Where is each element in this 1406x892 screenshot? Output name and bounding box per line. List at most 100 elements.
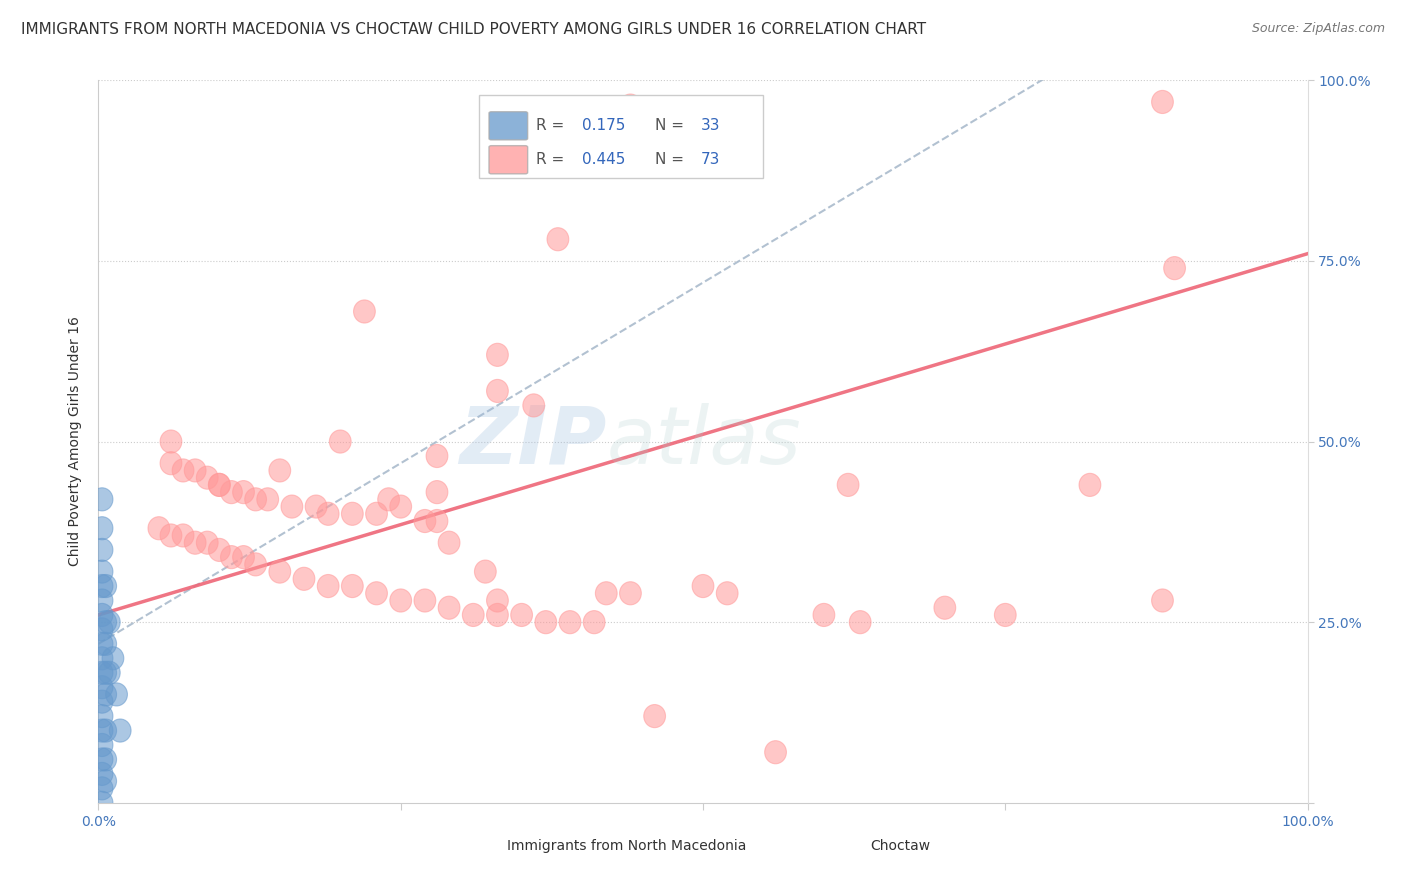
Ellipse shape — [366, 582, 388, 605]
Ellipse shape — [305, 495, 328, 518]
Ellipse shape — [91, 705, 112, 728]
Ellipse shape — [426, 444, 449, 467]
Ellipse shape — [98, 661, 120, 684]
Ellipse shape — [837, 474, 859, 497]
Text: IMMIGRANTS FROM NORTH MACEDONIA VS CHOCTAW CHILD POVERTY AMONG GIRLS UNDER 16 CO: IMMIGRANTS FROM NORTH MACEDONIA VS CHOCT… — [21, 22, 927, 37]
Ellipse shape — [160, 524, 181, 547]
Ellipse shape — [620, 582, 641, 605]
Ellipse shape — [91, 647, 112, 670]
Ellipse shape — [94, 719, 117, 742]
Ellipse shape — [318, 502, 339, 525]
Ellipse shape — [389, 495, 412, 518]
Y-axis label: Child Poverty Among Girls Under 16: Child Poverty Among Girls Under 16 — [69, 317, 83, 566]
Text: atlas: atlas — [606, 402, 801, 481]
Ellipse shape — [91, 763, 112, 786]
FancyBboxPatch shape — [815, 836, 863, 856]
Ellipse shape — [94, 661, 117, 684]
Ellipse shape — [439, 531, 460, 554]
Ellipse shape — [329, 430, 352, 453]
Ellipse shape — [91, 747, 112, 771]
Ellipse shape — [813, 603, 835, 626]
Ellipse shape — [160, 451, 181, 475]
Ellipse shape — [1152, 90, 1174, 113]
Ellipse shape — [91, 560, 112, 583]
Ellipse shape — [91, 516, 112, 540]
Ellipse shape — [221, 546, 242, 569]
Ellipse shape — [245, 488, 267, 511]
Ellipse shape — [353, 300, 375, 323]
Ellipse shape — [486, 379, 509, 402]
Text: 33: 33 — [700, 119, 720, 133]
Ellipse shape — [1152, 589, 1174, 612]
Ellipse shape — [184, 531, 207, 554]
Text: Source: ZipAtlas.com: Source: ZipAtlas.com — [1251, 22, 1385, 36]
Ellipse shape — [197, 467, 218, 489]
Ellipse shape — [160, 430, 181, 453]
Ellipse shape — [91, 690, 112, 714]
Ellipse shape — [91, 488, 112, 511]
Ellipse shape — [281, 495, 302, 518]
Ellipse shape — [197, 531, 218, 554]
Ellipse shape — [91, 719, 112, 742]
Ellipse shape — [269, 458, 291, 482]
Ellipse shape — [208, 474, 231, 497]
Ellipse shape — [426, 481, 449, 504]
Ellipse shape — [172, 524, 194, 547]
Ellipse shape — [366, 502, 388, 525]
Ellipse shape — [716, 582, 738, 605]
Ellipse shape — [534, 611, 557, 633]
Text: Immigrants from North Macedonia: Immigrants from North Macedonia — [508, 839, 747, 853]
Ellipse shape — [91, 539, 112, 561]
Text: N =: N = — [655, 119, 689, 133]
Ellipse shape — [342, 502, 363, 525]
Text: R =: R = — [536, 119, 569, 133]
Text: 73: 73 — [700, 153, 720, 168]
Text: Choctaw: Choctaw — [870, 839, 929, 853]
Ellipse shape — [94, 611, 117, 633]
Ellipse shape — [765, 740, 786, 764]
Ellipse shape — [91, 618, 112, 641]
Ellipse shape — [94, 632, 117, 656]
Ellipse shape — [91, 777, 112, 800]
Ellipse shape — [620, 94, 641, 117]
Ellipse shape — [98, 611, 120, 633]
Text: 0.445: 0.445 — [582, 153, 626, 168]
Ellipse shape — [413, 589, 436, 612]
Ellipse shape — [439, 596, 460, 619]
Ellipse shape — [91, 791, 112, 814]
Ellipse shape — [245, 553, 267, 576]
Ellipse shape — [172, 458, 194, 482]
Ellipse shape — [560, 611, 581, 633]
Ellipse shape — [184, 458, 207, 482]
Ellipse shape — [103, 647, 124, 670]
Ellipse shape — [94, 683, 117, 706]
Ellipse shape — [318, 574, 339, 598]
Ellipse shape — [474, 560, 496, 583]
Ellipse shape — [1078, 474, 1101, 497]
Ellipse shape — [257, 488, 278, 511]
Ellipse shape — [595, 582, 617, 605]
Ellipse shape — [91, 574, 112, 598]
Ellipse shape — [232, 546, 254, 569]
Ellipse shape — [208, 539, 231, 561]
Ellipse shape — [91, 632, 112, 656]
Ellipse shape — [91, 603, 112, 626]
Ellipse shape — [510, 603, 533, 626]
Text: R =: R = — [536, 153, 569, 168]
Ellipse shape — [148, 516, 170, 540]
Ellipse shape — [221, 481, 242, 504]
Ellipse shape — [269, 560, 291, 583]
Ellipse shape — [463, 603, 484, 626]
Ellipse shape — [583, 611, 605, 633]
Ellipse shape — [342, 574, 363, 598]
Text: N =: N = — [655, 153, 689, 168]
Text: ZIP: ZIP — [458, 402, 606, 481]
Ellipse shape — [110, 719, 131, 742]
Ellipse shape — [849, 611, 872, 633]
FancyBboxPatch shape — [479, 95, 763, 178]
Ellipse shape — [486, 589, 509, 612]
Ellipse shape — [547, 227, 569, 251]
Ellipse shape — [1164, 257, 1185, 280]
FancyBboxPatch shape — [489, 145, 527, 174]
Ellipse shape — [94, 574, 117, 598]
